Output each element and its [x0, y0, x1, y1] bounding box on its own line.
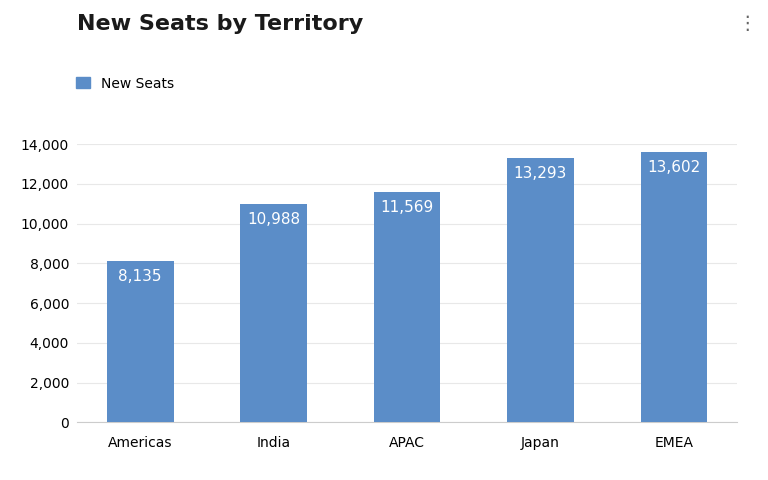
Bar [240, 204, 307, 422]
Text: 10,988: 10,988 [247, 212, 300, 227]
Text: ⋮: ⋮ [737, 14, 756, 34]
Legend: New Seats: New Seats [76, 76, 174, 91]
Bar [507, 158, 574, 422]
Text: 13,293: 13,293 [514, 166, 567, 181]
Text: New Seats by Territory: New Seats by Territory [77, 14, 363, 35]
Bar [641, 152, 707, 422]
Bar [107, 261, 174, 422]
Bar [374, 192, 440, 422]
Text: 13,602: 13,602 [647, 160, 700, 175]
Text: 8,135: 8,135 [118, 269, 162, 284]
Text: 11,569: 11,569 [380, 200, 434, 216]
